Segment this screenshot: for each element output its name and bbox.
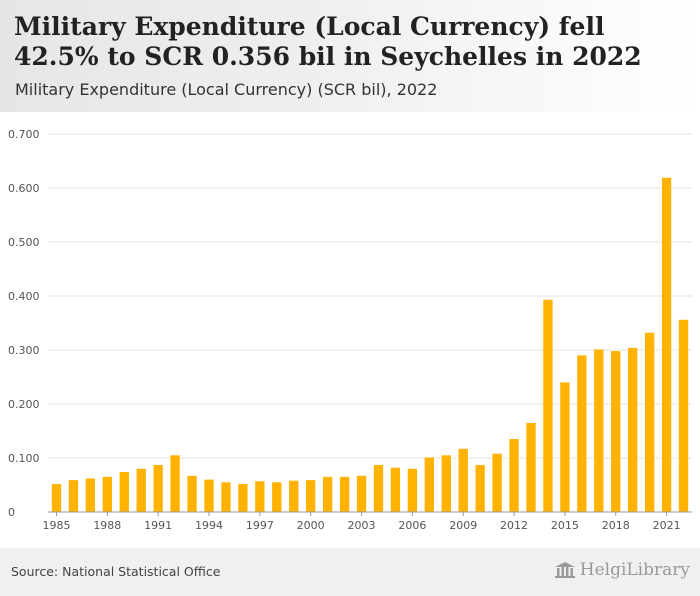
bar xyxy=(187,475,197,512)
bar xyxy=(526,422,536,512)
y-axis-labels: 0 0.100 0.200 0.300 0.400 0.500 0.600 0.700 xyxy=(8,128,40,519)
bar xyxy=(594,349,604,512)
chart-footer: Source: National Statistical Office Helg… xyxy=(0,548,700,596)
bar xyxy=(644,332,655,512)
bar xyxy=(51,483,62,512)
brand-name: HelgiLibrary xyxy=(579,560,690,580)
bars xyxy=(51,177,689,512)
bar xyxy=(475,465,485,512)
bar xyxy=(509,439,519,512)
grid-lines xyxy=(48,133,692,459)
bar xyxy=(170,455,180,512)
bar xyxy=(221,482,231,512)
bar xyxy=(441,455,451,512)
bar xyxy=(119,472,129,512)
bar xyxy=(356,475,367,512)
x-tick-label: 2018 xyxy=(602,519,630,532)
bar xyxy=(678,319,689,512)
bar xyxy=(322,476,333,512)
bar xyxy=(306,480,316,512)
library-building-icon xyxy=(554,562,575,578)
chart-subtitle: Military Expenditure (Local Currency) (S… xyxy=(15,80,438,99)
x-tick-label: 2009 xyxy=(449,519,477,532)
source-note: Source: National Statistical Office xyxy=(11,564,221,579)
bar xyxy=(492,453,502,512)
bar xyxy=(102,476,112,512)
brand-logo[interactable]: HelgiLibrary xyxy=(554,560,690,580)
bar xyxy=(289,480,299,512)
y-tick-label: 0 xyxy=(8,506,15,519)
y-tick-label: 0.100 xyxy=(8,452,40,465)
chart-title: Military Expenditure (Local Currency) fe… xyxy=(14,12,642,71)
bar xyxy=(407,468,418,512)
bar xyxy=(390,467,401,512)
y-tick-label: 0.600 xyxy=(8,182,40,195)
y-tick-label: 0.400 xyxy=(8,290,40,303)
bar xyxy=(255,481,265,512)
y-tick-label: 0.200 xyxy=(8,398,40,411)
x-tick-label: 2021 xyxy=(653,519,681,532)
bar xyxy=(153,465,163,512)
x-tick-label: 2015 xyxy=(551,519,579,532)
y-tick-label: 0.500 xyxy=(8,236,40,249)
chart-header: Military Expenditure (Local Currency) fe… xyxy=(0,0,700,112)
x-tick-label: 1988 xyxy=(93,519,121,532)
bar xyxy=(68,480,79,512)
x-tick-label: 1997 xyxy=(246,519,274,532)
bar xyxy=(611,351,621,512)
x-tick-label: 2006 xyxy=(398,519,426,532)
bar xyxy=(136,468,146,512)
bar xyxy=(204,479,214,512)
bar xyxy=(661,177,672,512)
bar xyxy=(272,482,282,512)
x-tick-label: 2000 xyxy=(297,519,325,532)
x-tick-label: 1991 xyxy=(144,519,172,532)
bar xyxy=(577,355,587,512)
bar xyxy=(458,448,468,512)
x-axis-labels: 1985 1988 1991 1994 1997 2000 2003 2006 2009 2012… xyxy=(42,519,680,532)
y-tick-label: 0.300 xyxy=(8,344,40,357)
x-tick-label: 1985 xyxy=(42,519,70,532)
x-axis-ticks xyxy=(55,512,668,516)
bar xyxy=(424,457,434,512)
y-tick-label: 0.700 xyxy=(8,128,40,141)
x-tick-label: 2003 xyxy=(348,519,376,532)
bar-chart: 0 0.100 0.200 0.300 0.400 0.500 0.600 0.700 198… xyxy=(8,128,692,532)
bar xyxy=(373,465,384,512)
x-tick-label: 2012 xyxy=(500,519,528,532)
x-tick-label: 1994 xyxy=(195,519,223,532)
bar xyxy=(85,478,96,512)
bar xyxy=(238,483,248,512)
bar xyxy=(339,476,350,512)
bar xyxy=(560,382,570,512)
bar xyxy=(543,299,553,512)
bar xyxy=(628,347,638,512)
